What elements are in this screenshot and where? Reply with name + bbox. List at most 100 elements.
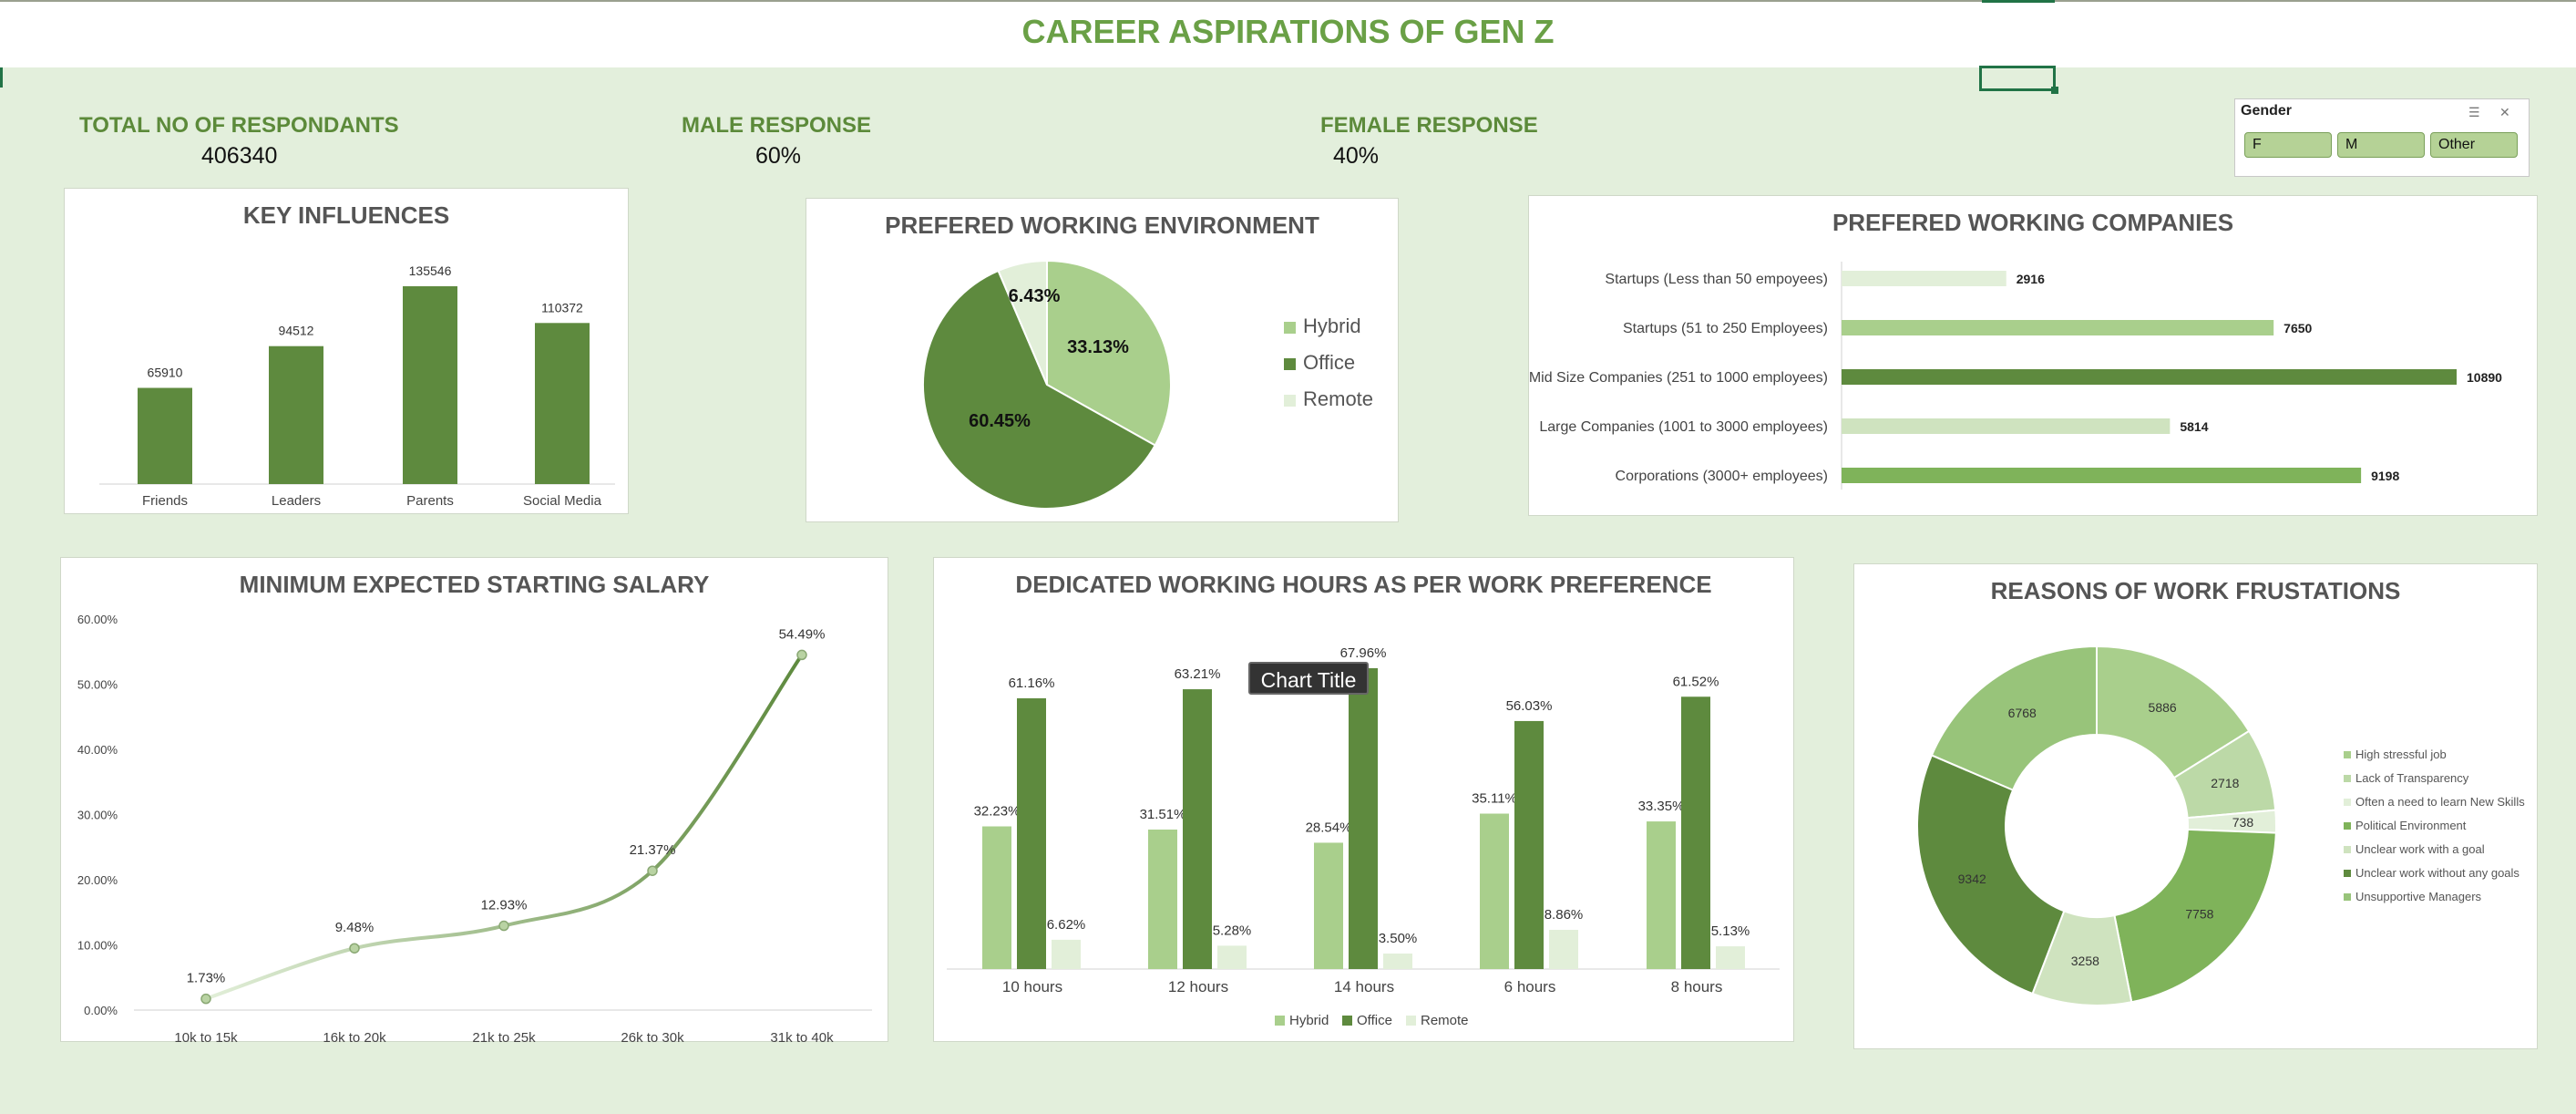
slicer-title: Gender (2241, 103, 2293, 119)
y-tick-label: Startups (Less than 50 empoyees) (1605, 272, 1828, 287)
hbar (1842, 468, 2362, 483)
data-label: 1.73% (187, 971, 226, 986)
data-label: 7650 (2284, 321, 2312, 335)
data-label: 9198 (2371, 469, 2399, 483)
data-label: 61.52% (1673, 674, 1719, 689)
data-label: 2916 (2017, 272, 2045, 286)
x-tick-label: 10 hours (1002, 978, 1062, 995)
key-influences-card[interactable]: KEY INFLUENCES 65910 Friends 94512 Leaders 1… (64, 188, 629, 514)
legend-swatch (1284, 358, 1296, 370)
y-tick-label: Startups (51 to 250 Employees) (1623, 321, 1828, 336)
donut-slice (2113, 828, 2277, 1004)
data-label: 63.21% (1175, 666, 1221, 682)
data-label: 32.23% (974, 803, 1021, 819)
chart-title-tooltip: Chart Title (1248, 662, 1369, 695)
slicer-option-f[interactable]: F (2244, 132, 2332, 158)
data-label: 21.37% (630, 842, 676, 858)
fill-handle[interactable] (2051, 87, 2058, 94)
data-label: 54.49% (779, 626, 826, 642)
bar-social-media (535, 323, 590, 484)
data-label: 8.86% (1545, 907, 1584, 923)
x-tick-label: Parents (406, 493, 454, 509)
legend-label: Remote (1303, 387, 1373, 410)
x-tick-label: 16k to 20k (323, 1030, 386, 1043)
x-tick-label: 8 hours (1671, 978, 1723, 995)
legend-label: Office (1357, 1013, 1392, 1028)
legend-swatch (2344, 822, 2351, 830)
slice-label: 6.43% (1009, 286, 1061, 306)
bar-remote (1217, 945, 1247, 969)
legend-swatch (2344, 846, 2351, 853)
bar-office (1681, 696, 1710, 969)
legend-label: Remote (1421, 1013, 1469, 1028)
kpi-male-value: 60% (755, 143, 802, 169)
active-column-marker (1982, 0, 2055, 3)
chart-title: REASONS OF WORK FRUSTATIONS (1990, 577, 2401, 604)
data-label: 28.54% (1306, 820, 1352, 835)
working-env-chart: 33.13% 60.45% 6.43% Hybrid Office Remote (922, 259, 1373, 510)
slice-label: 3258 (2071, 954, 2099, 968)
kpi-female-label: FEMALE RESPONSE (1320, 113, 1538, 138)
data-label: 56.03% (1506, 698, 1553, 714)
y-tick-label: 0.00% (84, 1004, 118, 1017)
legend-swatch (2344, 870, 2351, 877)
clear-filter-icon[interactable]: ✕ (2499, 105, 2510, 119)
series-line (205, 654, 804, 1001)
data-label: 10890 (2467, 370, 2502, 385)
bar-office (1349, 668, 1378, 969)
x-tick-label: 26k to 30k (621, 1030, 684, 1043)
key-influences-chart: 65910 Friends 94512 Leaders 135546 Parents 110… (99, 263, 615, 509)
working-companies-chart: 2916 Startups (Less than 50 empoyees) 7650… (1529, 262, 2502, 490)
bar-friends (138, 387, 192, 484)
selected-cell[interactable] (1979, 66, 2058, 94)
work-frustrations-card[interactable]: REASONS OF WORK FRUSTATIONS 5886 2718 738 7… (1853, 563, 2538, 1049)
hbar (1842, 320, 2274, 335)
legend-label: Office (1303, 351, 1355, 374)
legend-label: Often a need to learn New Skills (2355, 795, 2525, 809)
chart-title: MINIMUM EXPECTED STARTING SALARY (239, 571, 710, 598)
slice-label: 60.45% (969, 411, 1031, 431)
hbar (1842, 369, 2457, 385)
data-label: 61.16% (1009, 676, 1055, 691)
legend-label: Unsupportive Managers (2355, 890, 2482, 903)
data-point (647, 865, 658, 876)
chart-title: KEY INFLUENCES (242, 201, 450, 229)
y-tick-label: 20.00% (77, 873, 118, 887)
bar-hybrid (1148, 829, 1177, 969)
slicer-option-other[interactable]: Other (2430, 132, 2518, 158)
x-tick-label: Friends (142, 493, 188, 509)
slice-label: 738 (2232, 815, 2254, 830)
donut-slice (1916, 754, 2066, 995)
slice-label: 7758 (2185, 906, 2213, 921)
data-label: 110372 (541, 300, 583, 315)
legend-label: Unclear work with a goal (2355, 842, 2485, 856)
working-env-card[interactable]: PREFERED WORKING ENVIRONMENT 33.13% 60.45… (806, 198, 1399, 522)
y-tick-label: Large Companies (1001 to 3000 employees) (1539, 419, 1828, 435)
slicer-option-m[interactable]: M (2337, 132, 2425, 158)
data-label: 65910 (148, 365, 183, 379)
slice-label: 5886 (2149, 700, 2177, 715)
legend-label: Political Environment (2355, 819, 2467, 832)
legend-label: Unclear work without any goals (2355, 866, 2520, 880)
multi-select-icon[interactable]: ☰ (2468, 105, 2480, 119)
starting-salary-card[interactable]: MINIMUM EXPECTED STARTING SALARY 0.00% 10… (60, 557, 888, 1043)
bar-hybrid (1480, 813, 1509, 969)
bar-remote (1383, 954, 1412, 969)
data-label: 12.93% (481, 898, 528, 913)
x-tick-label: 21k to 25k (472, 1030, 536, 1043)
data-point (200, 993, 211, 1005)
data-point (498, 920, 509, 932)
data-label: 6.62% (1047, 917, 1086, 933)
slice-label: 2718 (2211, 776, 2239, 790)
working-hours-chart: 32.23% 31.51% 28.54% 35.11% 33.35% 61.16% 63.2… (947, 645, 1780, 1028)
working-hours-card[interactable]: DEDICATED WORKING HOURS AS PER WORK PREF… (933, 557, 1794, 1042)
dashboard-title: CAREER ASPIRATIONS OF GEN Z (1021, 13, 1555, 50)
kpi-male-label: MALE RESPONSE (682, 113, 872, 138)
working-companies-card[interactable]: PREFERED WORKING COMPANIES 2916 Startups … (1528, 195, 2538, 516)
chart-title: DEDICATED WORKING HOURS AS PER WORK PREF… (1015, 571, 1712, 598)
legend-swatch (1284, 395, 1296, 407)
data-label: 31.51% (1140, 807, 1186, 822)
pie-slice-office (922, 269, 1157, 510)
bar-hybrid (982, 826, 1011, 969)
data-label: 5814 (2180, 419, 2208, 434)
